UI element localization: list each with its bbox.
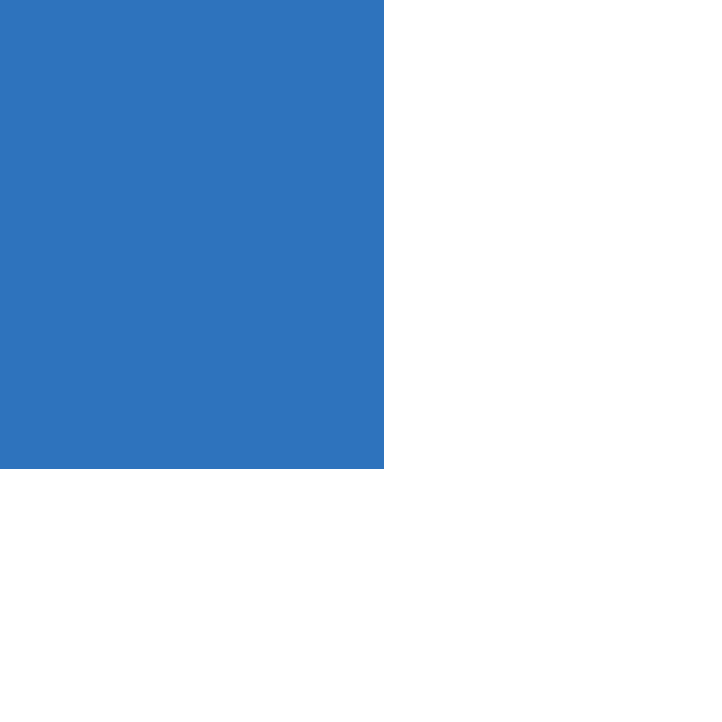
blue-rectangle bbox=[0, 0, 384, 469]
